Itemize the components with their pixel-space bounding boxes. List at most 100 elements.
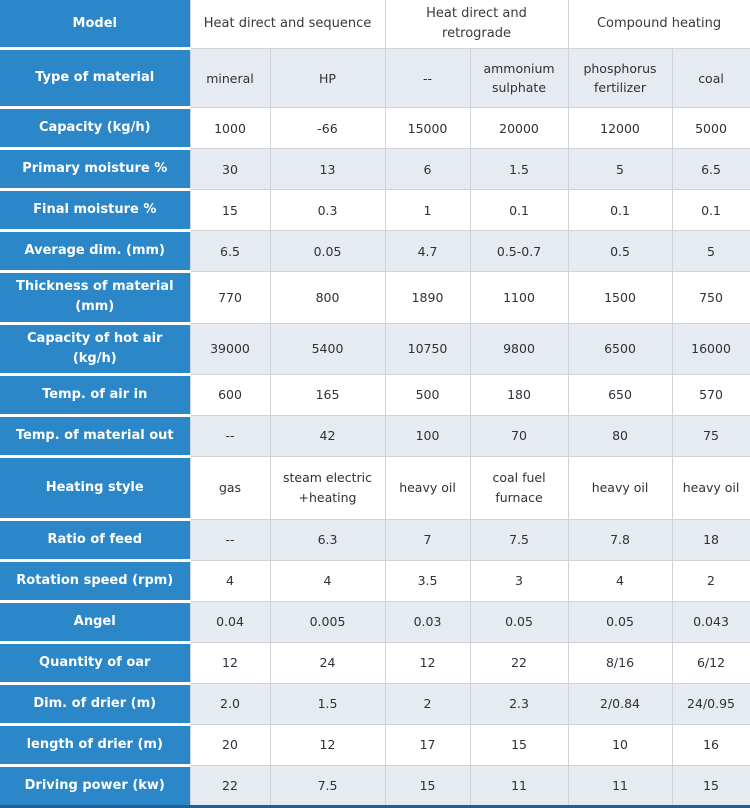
data-cell: 1100 xyxy=(469,271,569,324)
table-row: Ratio of feed -- 6.3 7 7.5 7.8 18 xyxy=(0,518,750,562)
data-cell: 15 xyxy=(671,764,750,808)
data-cell: gas xyxy=(189,455,271,520)
data-cell: coal xyxy=(671,48,750,109)
data-cell: 2 xyxy=(384,682,471,725)
data-cell: 15 xyxy=(469,723,569,766)
data-cell: 1000 xyxy=(189,107,271,150)
data-cell: 7.8 xyxy=(567,518,673,561)
table-row: Average dim. (mm) 6.5 0.05 4.7 0.5-0.7 0.5 5 xyxy=(0,230,750,274)
table-row: Rotation speed (rpm) 4 4 3.5 3 4 2 xyxy=(0,559,750,603)
data-cell: 7 xyxy=(384,518,471,561)
data-cell: 100 xyxy=(384,414,471,457)
header-row: Model Heat direct and sequence Heat dire… xyxy=(0,0,750,51)
data-cell: -- xyxy=(384,48,471,109)
row-header: Temp. of air in xyxy=(0,374,191,417)
table-row: Type of material mineral HP -- ammonium sulp… xyxy=(0,48,750,110)
data-cell: 0.1 xyxy=(671,189,750,232)
data-cell: 500 xyxy=(384,373,471,416)
data-cell: 650 xyxy=(567,373,673,416)
data-cell: 6500 xyxy=(567,322,673,375)
data-cell: 24/0.95 xyxy=(671,682,750,725)
data-cell: 20000 xyxy=(469,107,569,150)
row-header: length of drier (m) xyxy=(0,724,191,767)
table-row: Heating style gas steam electric +heating h… xyxy=(0,455,750,521)
row-header: Temp. of material out xyxy=(0,415,191,458)
data-cell: 5400 xyxy=(269,322,386,375)
data-cell: 16 xyxy=(671,723,750,766)
data-cell: 0.043 xyxy=(671,600,750,643)
row-header: Dim. of drier (m) xyxy=(0,683,191,726)
data-cell: 5000 xyxy=(671,107,750,150)
table-row: Primary moisture % 30 13 6 1.5 5 6.5 xyxy=(0,148,750,192)
data-cell: ammonium sulphate xyxy=(469,48,569,109)
data-cell: -- xyxy=(189,518,271,561)
data-cell: 2.3 xyxy=(469,682,569,725)
data-cell: 1.5 xyxy=(469,148,569,191)
row-header: Final moisture % xyxy=(0,189,191,233)
table-row: Dim. of drier (m) 2.0 1.5 2 2.3 2/0.84 24/0.95 xyxy=(0,682,750,726)
data-cell: 600 xyxy=(189,373,271,416)
data-cell: 0.04 xyxy=(189,600,271,643)
data-cell: 3 xyxy=(469,559,569,602)
table-row: Quantity of oar 12 24 12 22 8/16 6/12 xyxy=(0,641,750,685)
data-cell: -66 xyxy=(269,107,386,150)
data-cell: heavy oil xyxy=(384,455,471,520)
data-cell: 6.5 xyxy=(671,148,750,191)
row-header: Ratio of feed xyxy=(0,519,191,562)
data-cell: 6.5 xyxy=(189,230,271,273)
column-group-header-compound-heating: Compound heating xyxy=(567,0,750,50)
table-row: Thickness of material (mm) 770 800 1890 1100… xyxy=(0,271,750,325)
data-cell: 0.05 xyxy=(567,600,673,643)
data-cell: 2 xyxy=(671,559,750,602)
data-cell: 12 xyxy=(189,641,271,684)
table-row: Capacity (kg/h) 1000 -66 15000 20000 12000 500… xyxy=(0,107,750,151)
data-cell: 165 xyxy=(269,373,386,416)
data-cell: -- xyxy=(189,414,271,457)
data-cell: 3.5 xyxy=(384,559,471,602)
data-cell: 0.1 xyxy=(469,189,569,232)
data-cell: 4 xyxy=(567,559,673,602)
data-cell: 6/12 xyxy=(671,641,750,684)
data-cell: 7.5 xyxy=(269,764,386,808)
data-cell: 42 xyxy=(269,414,386,457)
data-cell: 10 xyxy=(567,723,673,766)
data-cell: 0.5 xyxy=(567,230,673,273)
data-cell: 11 xyxy=(469,764,569,808)
data-cell: 11 xyxy=(567,764,673,808)
data-cell: 12 xyxy=(269,723,386,766)
column-group-header-heat-direct-sequence: Heat direct and sequence xyxy=(189,0,386,50)
row-header: Thickness of material (mm) xyxy=(0,271,191,325)
data-cell: 7.5 xyxy=(469,518,569,561)
data-cell: 15 xyxy=(189,189,271,232)
data-cell: 8/16 xyxy=(567,641,673,684)
data-cell: 180 xyxy=(469,373,569,416)
data-cell: 22 xyxy=(189,764,271,808)
row-header: Average dim. (mm) xyxy=(0,230,191,274)
data-cell: 0.05 xyxy=(269,230,386,273)
data-cell: 12 xyxy=(384,641,471,684)
row-header: Rotation speed (rpm) xyxy=(0,560,191,603)
data-cell: 1890 xyxy=(384,271,471,324)
table-row: Capacity of hot air (kg/h) 39000 5400 10750… xyxy=(0,322,750,376)
row-header: Driving power (kw) xyxy=(0,765,191,808)
data-cell: 24 xyxy=(269,641,386,684)
data-cell: 5 xyxy=(567,148,673,191)
data-cell: phosphorus fertilizer xyxy=(567,48,673,109)
row-header: Heating style xyxy=(0,456,191,521)
column-group-header-heat-direct-retrograde: Heat direct and retrograde xyxy=(384,0,569,50)
data-cell: 39000 xyxy=(189,322,271,375)
data-cell: 15 xyxy=(384,764,471,808)
data-cell: 750 xyxy=(671,271,750,324)
data-cell: 17 xyxy=(384,723,471,766)
data-cell: 1500 xyxy=(567,271,673,324)
data-cell: 4 xyxy=(189,559,271,602)
row-header: Quantity of oar xyxy=(0,642,191,685)
data-cell: 22 xyxy=(469,641,569,684)
data-cell: heavy oil xyxy=(671,455,750,520)
data-cell: 770 xyxy=(189,271,271,324)
data-cell: 0.03 xyxy=(384,600,471,643)
table-row: length of drier (m) 20 12 17 15 10 16 xyxy=(0,723,750,767)
data-cell: 13 xyxy=(269,148,386,191)
data-cell: 2.0 xyxy=(189,682,271,725)
